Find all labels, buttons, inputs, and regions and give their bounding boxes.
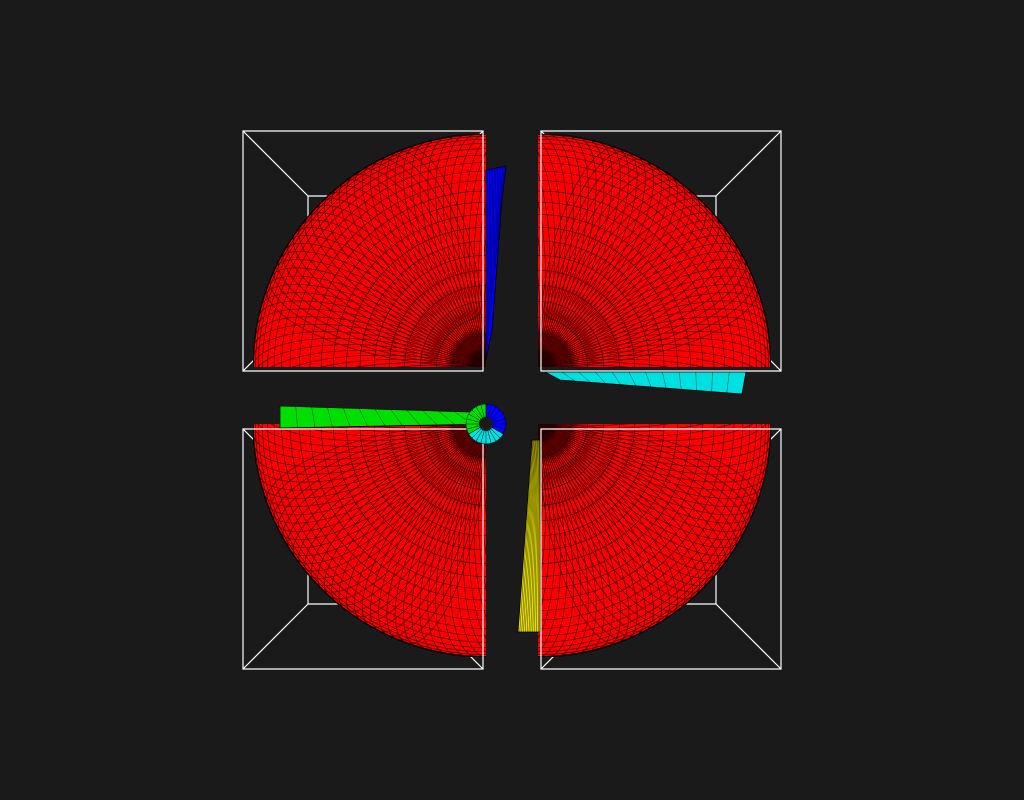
hub-hole [479, 417, 493, 431]
sphere-mesh [538, 134, 771, 367]
quadrant-bottom-left [242, 405, 492, 670]
box-depth-edge [715, 603, 782, 670]
quadrant-top-left [242, 130, 507, 372]
cut-band-face [485, 165, 507, 361]
sphere-quarter-bottom-left [253, 424, 486, 657]
sphere-quarter-top-left [253, 134, 486, 367]
quadrant-bottom-right [517, 424, 782, 670]
cut-band-top-left [485, 165, 507, 361]
box-front-frame [540, 130, 782, 372]
box-depth-edge [242, 603, 309, 670]
sphere-quarter-bottom-right [538, 424, 771, 657]
box-front-frame [242, 428, 484, 670]
box-depth-edge [242, 130, 309, 197]
box-front-frame [540, 428, 782, 670]
sphere-mesh [253, 134, 486, 367]
quadrant-top-right [538, 130, 782, 395]
box-front-frame [242, 130, 484, 372]
center-hub-disk [465, 403, 507, 445]
sphere-quarter-top-right [538, 134, 771, 367]
cut-band-top-right [544, 371, 747, 395]
cut-band-bottom-right [517, 439, 541, 633]
sphere-mesh [253, 424, 486, 657]
box-depth-edge [715, 130, 782, 197]
